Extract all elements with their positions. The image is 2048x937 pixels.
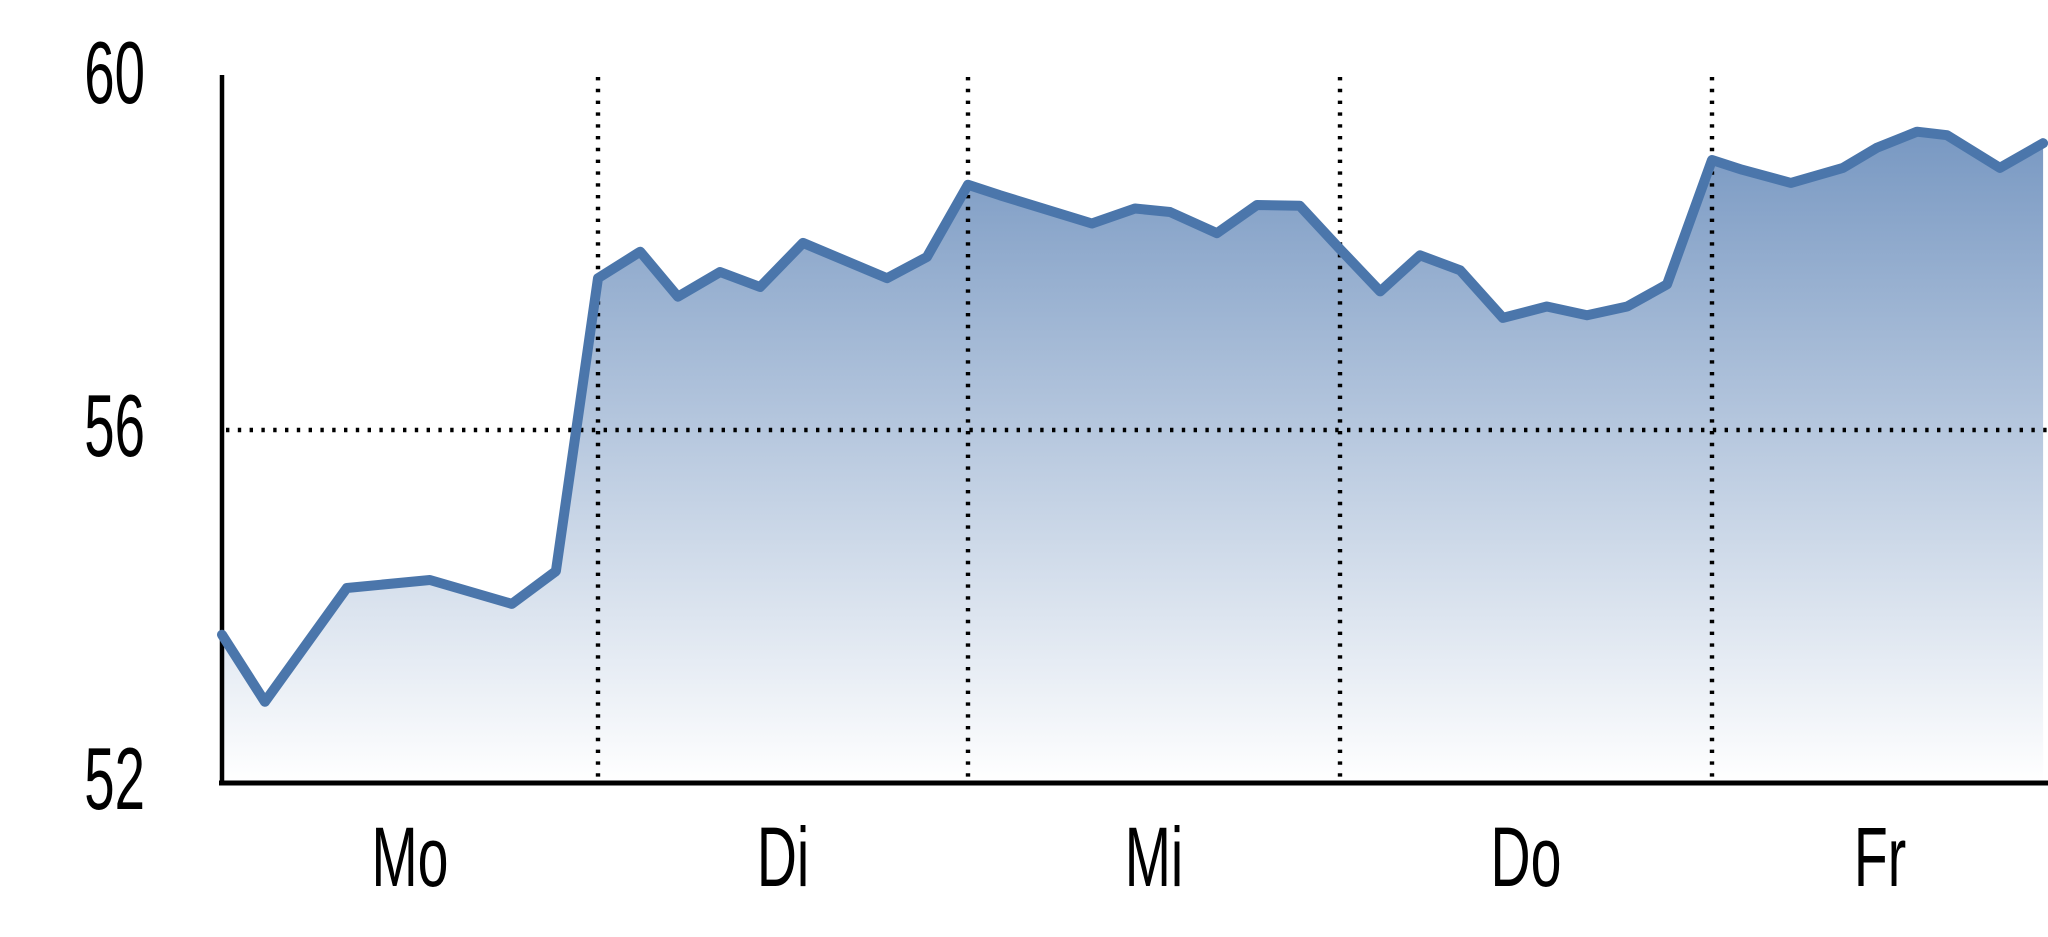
price-area-fill (222, 131, 2044, 783)
price-line (217, 126, 2048, 707)
y-tick-label-52: 52 (84, 729, 145, 828)
x-tick-label-di: Di (756, 810, 810, 904)
y-tick-label-60: 60 (84, 23, 145, 122)
x-tick-label-mi: Mi (1124, 810, 1184, 904)
x-tick-label-mo: Mo (371, 810, 449, 904)
x-tick-label-do: Do (1490, 810, 1562, 904)
x-tick-label-fr: Fr (1853, 810, 1907, 904)
y-tick-label-56: 56 (84, 376, 145, 475)
